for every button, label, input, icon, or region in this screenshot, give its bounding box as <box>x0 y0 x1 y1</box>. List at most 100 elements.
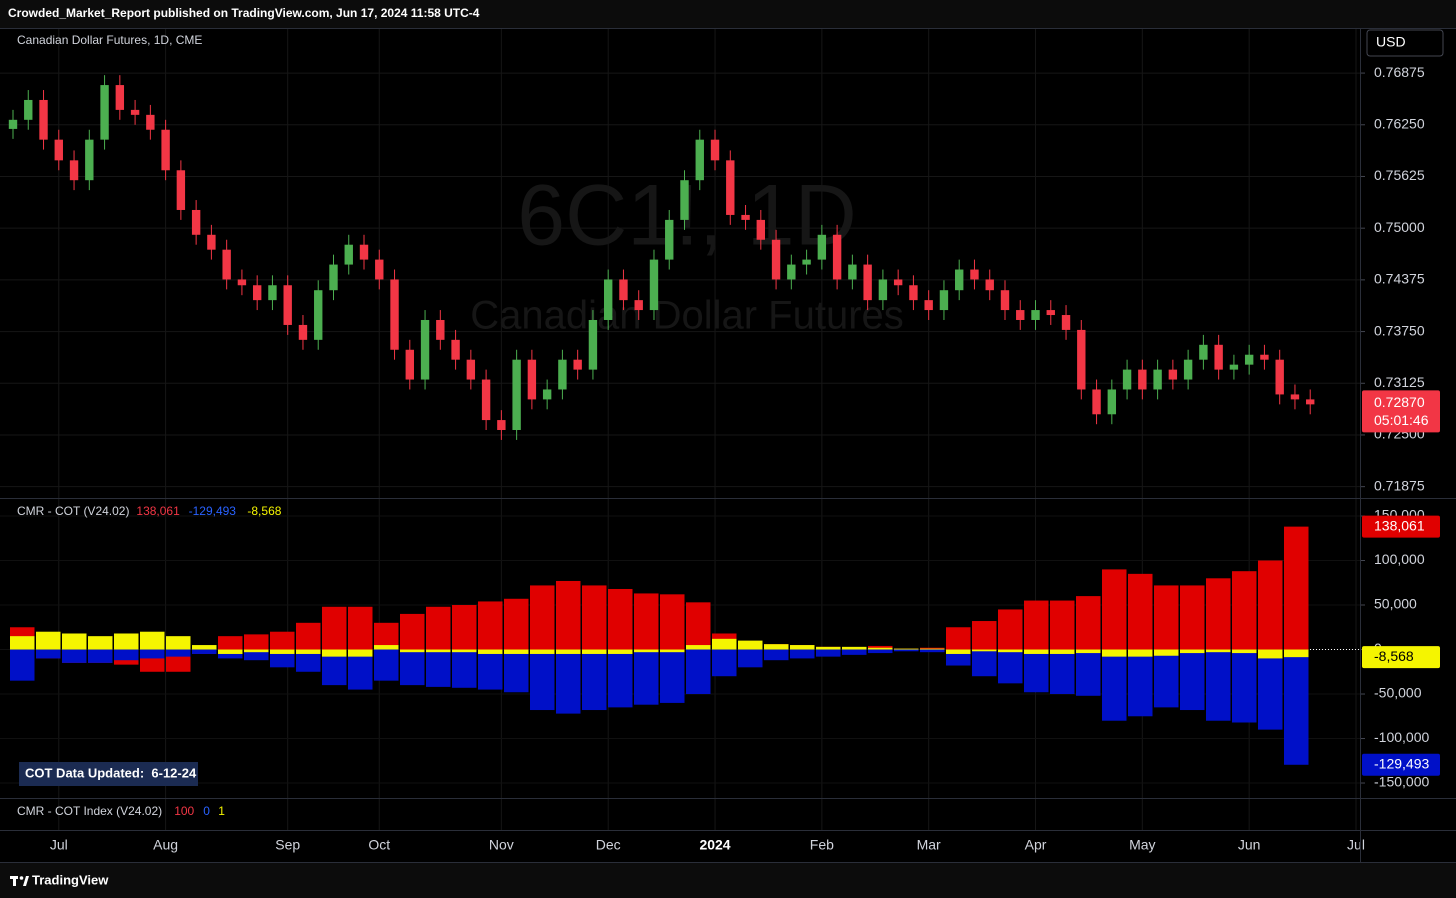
cot-bar <box>764 644 789 650</box>
cot-bar <box>686 602 711 650</box>
cot-bar <box>608 649 633 708</box>
cot-bar <box>816 649 841 657</box>
candle-body <box>970 269 979 280</box>
candle-body <box>634 300 643 311</box>
cot-bar <box>738 640 763 650</box>
cot-bar <box>1206 578 1231 650</box>
y-tick-label: 0.76250 <box>1374 115 1425 131</box>
cot-bar <box>530 585 555 650</box>
cot-bar <box>686 649 711 695</box>
candle-body <box>283 285 292 325</box>
note-text: COT Data Updated: 6-12-24 <box>25 765 197 780</box>
legend-value: 0 <box>203 804 210 818</box>
cot-bar <box>660 649 685 703</box>
cot-bar <box>1180 585 1205 650</box>
x-tick-label: Aug <box>153 837 178 853</box>
candle-body <box>1214 344 1223 370</box>
candle-body <box>832 234 842 280</box>
candle-body <box>314 290 323 340</box>
cot-bar <box>1128 649 1153 717</box>
cot-bar <box>660 649 685 653</box>
currency-button[interactable] <box>1366 29 1444 57</box>
candle-body <box>390 279 399 350</box>
candle-body <box>237 279 247 286</box>
cot-bar <box>1258 649 1283 659</box>
candle-body <box>146 114 155 130</box>
y-tick-label: 0.76875 <box>1374 64 1425 80</box>
cot-bar <box>426 606 451 650</box>
cot-bar <box>1180 649 1205 711</box>
candle-body <box>1306 399 1315 405</box>
cot-bar <box>842 646 867 650</box>
cot-bar <box>634 593 659 650</box>
x-tick-label: May <box>1129 837 1155 853</box>
candle-body <box>420 319 430 380</box>
cot-bar <box>296 622 321 650</box>
axis-value-label: -8,568 <box>1374 648 1414 664</box>
cot-bar <box>1284 526 1309 650</box>
cot-bar <box>556 649 581 714</box>
cot-bar <box>998 649 1023 653</box>
legend-value: -129,493 <box>189 504 237 518</box>
candle-body <box>359 244 369 260</box>
candle-body <box>1183 359 1193 380</box>
cot-bar <box>790 645 815 650</box>
y-tick-label: 0.73125 <box>1374 374 1425 390</box>
cot-bar <box>400 649 425 653</box>
y-tick-label: -100,000 <box>1374 729 1429 745</box>
cot-bar <box>816 646 841 650</box>
cot-bar <box>452 649 477 653</box>
legend-value: 1 <box>218 804 225 818</box>
cot-bar <box>244 649 269 653</box>
cot-bar <box>426 649 451 687</box>
cot-bar <box>1284 649 1309 658</box>
candle-body <box>436 319 445 340</box>
candle-body <box>176 170 186 210</box>
candle-body <box>939 290 949 311</box>
x-tick-label: 2024 <box>699 837 730 853</box>
cot-bar <box>348 606 373 650</box>
cot-bar <box>1024 649 1049 693</box>
y-tick-label: -150,000 <box>1374 774 1429 790</box>
cot-bar <box>192 649 217 654</box>
y-tick-label: 100,000 <box>1374 551 1425 567</box>
legend-value: -8,568 <box>247 504 281 518</box>
candle-body <box>955 269 964 291</box>
cot-bar <box>1102 649 1127 657</box>
footer-brand: TradingView <box>32 872 109 887</box>
cot-bar <box>1258 649 1283 730</box>
candle-body <box>985 279 994 291</box>
cot-bar <box>556 649 581 654</box>
candle-body <box>1229 364 1239 370</box>
candle-body <box>1260 354 1269 360</box>
candle-body <box>1153 369 1162 390</box>
indicator-title: CMR - COT Index (V24.02) <box>17 804 162 818</box>
cot-bar <box>296 649 321 654</box>
candle-body <box>771 239 781 280</box>
candle-body <box>542 389 552 400</box>
candle-body <box>665 219 674 260</box>
header-text: Crowded_Market_Report published on Tradi… <box>8 6 480 20</box>
cot-bar <box>1154 649 1179 656</box>
y-tick-label: 0.75625 <box>1374 167 1425 183</box>
candle-body <box>54 139 63 161</box>
y-tick-label: -50,000 <box>1374 685 1422 701</box>
cot-bar <box>140 649 165 659</box>
cot-bar <box>374 622 399 650</box>
axis-value-label: 138,061 <box>1374 517 1425 533</box>
cot-bar <box>114 649 139 661</box>
cot-bar <box>530 649 555 654</box>
cot-bar <box>1232 649 1257 654</box>
cot-bar <box>790 649 815 659</box>
cot-bar <box>660 594 685 650</box>
cot-bar <box>1232 571 1257 650</box>
legend-value: 138,061 <box>136 504 180 518</box>
watermark-subtitle: Canadian Dollar Futures <box>470 294 904 338</box>
candle-body <box>115 85 125 110</box>
cot-bar <box>946 627 971 650</box>
cot-bar <box>270 631 295 650</box>
candle-body <box>726 160 735 215</box>
cot-bar <box>62 649 87 663</box>
